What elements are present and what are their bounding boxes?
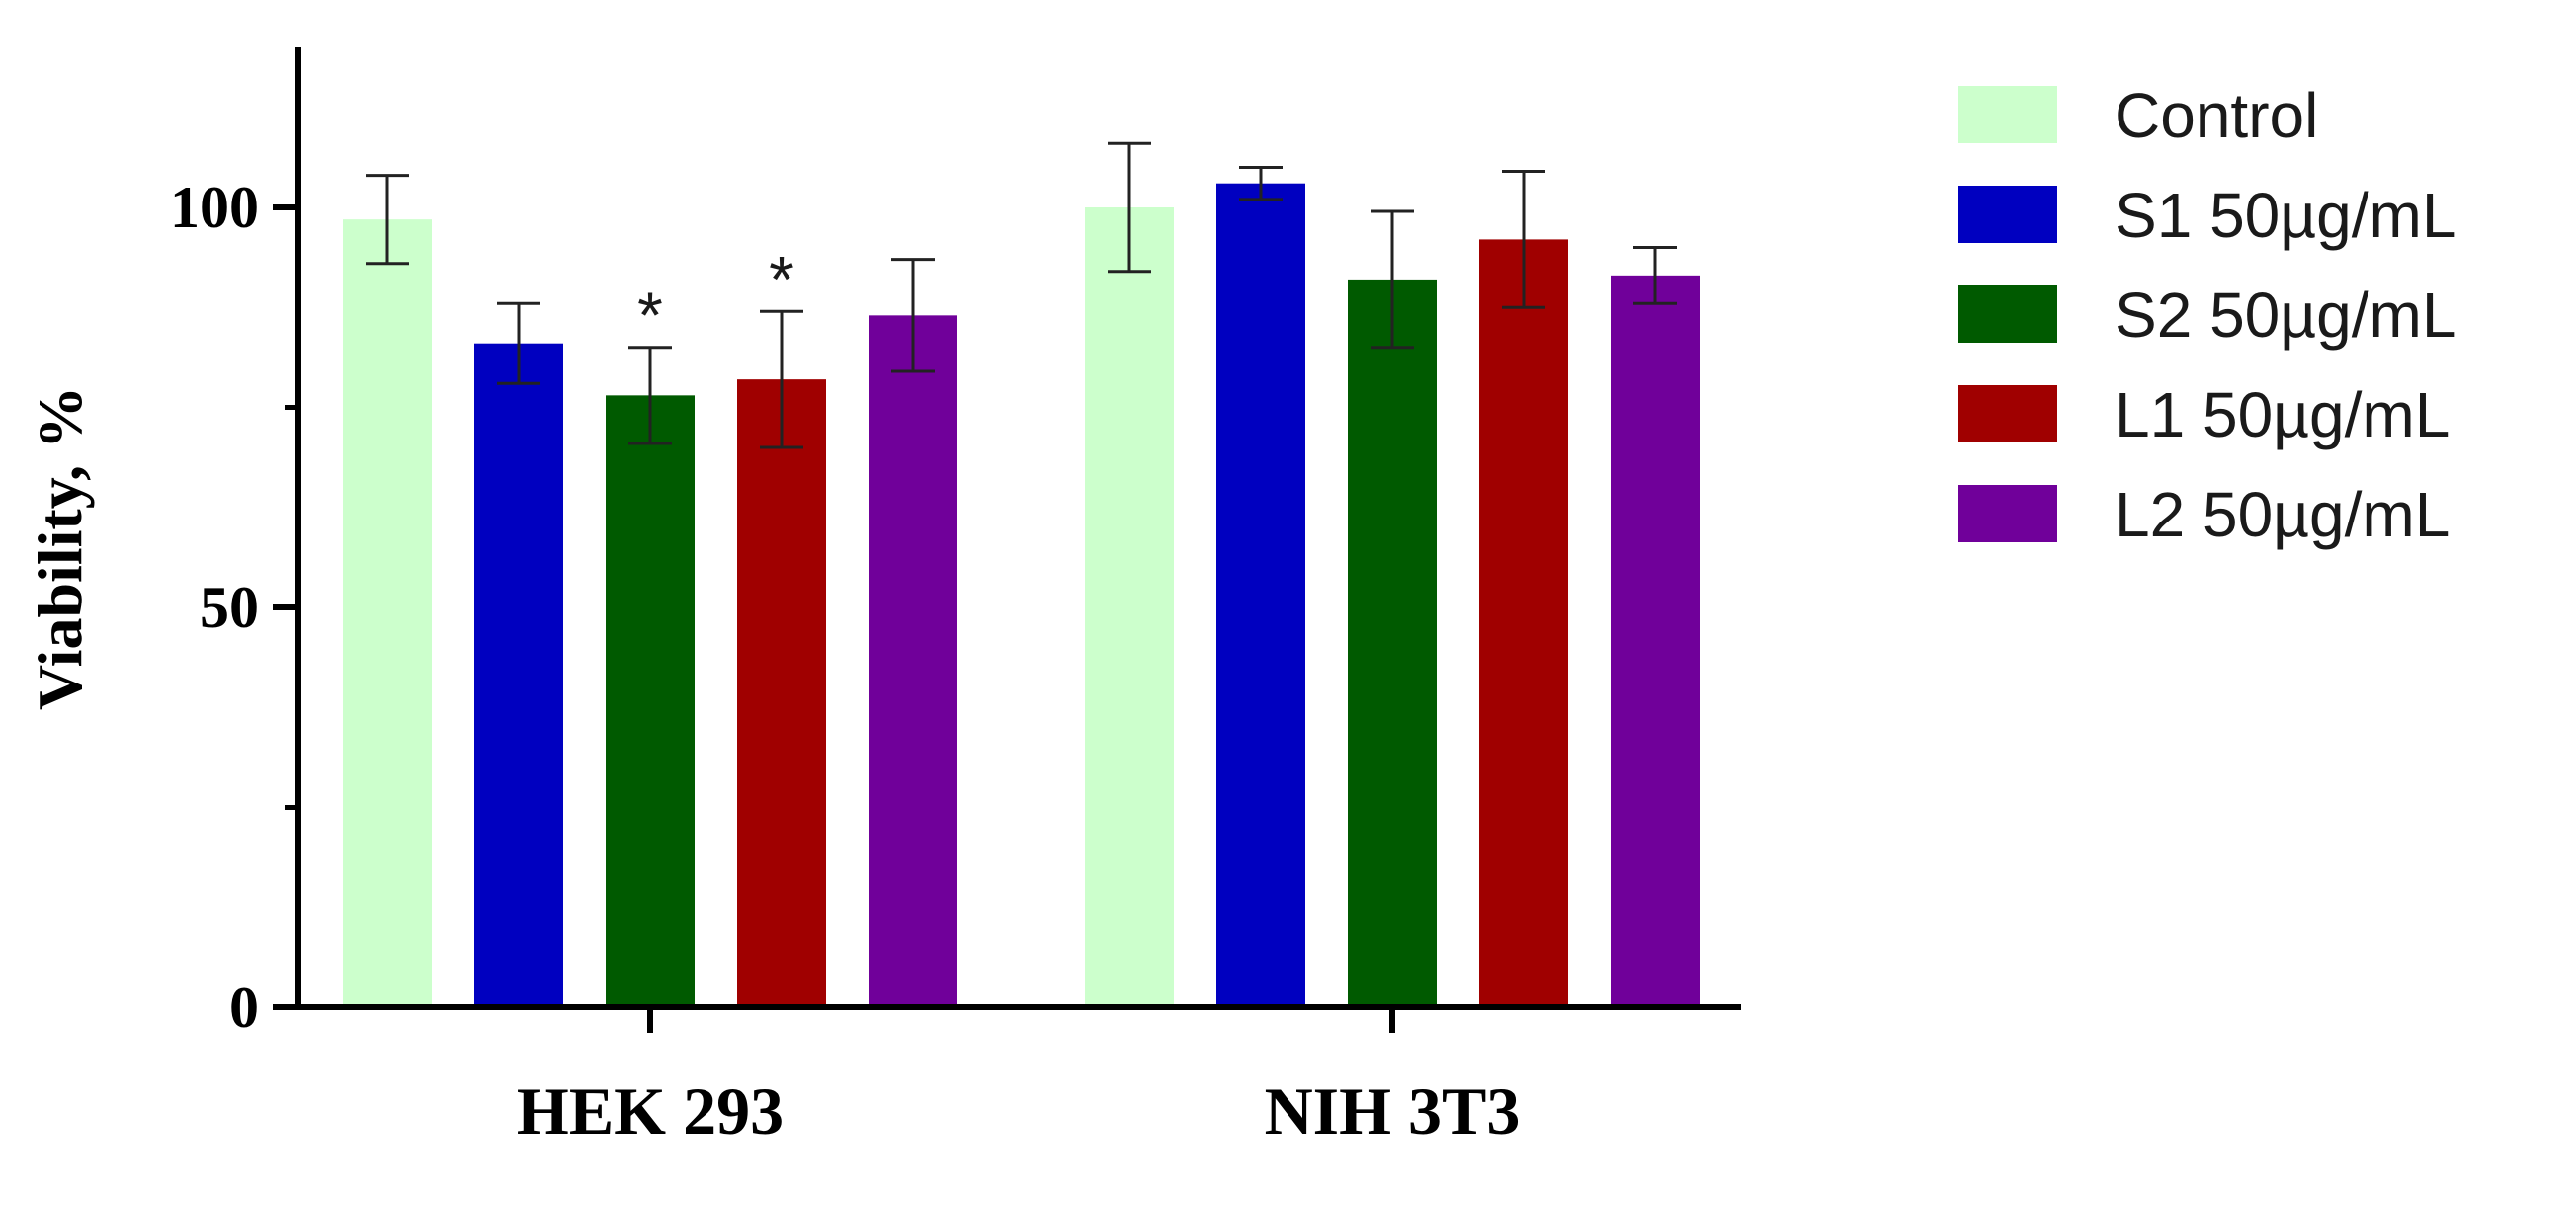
- error-bar: [366, 174, 409, 266]
- bar: [1216, 183, 1305, 1007]
- legend: Control S1 50µg/mL S2 50µg/mL L1 50µg/mL L2 …: [1958, 80, 2456, 550]
- significance-marker: *: [769, 242, 794, 315]
- legend-label: L1 50µg/mL: [2115, 379, 2450, 450]
- error-bar: [1502, 170, 1545, 309]
- error-bars-layer: [366, 141, 1677, 449]
- error-bar: [760, 309, 803, 449]
- legend-swatch: [1958, 485, 2057, 542]
- bar: [1611, 275, 1700, 1008]
- legend-item: S2 50µg/mL: [1958, 280, 2456, 351]
- bar: [343, 219, 432, 1007]
- legend-label: S2 50µg/mL: [2115, 280, 2456, 351]
- error-bar: [891, 258, 935, 373]
- legend-item: L1 50µg/mL: [1958, 379, 2450, 450]
- error-bar: [1371, 209, 1414, 350]
- legend-item: S1 50µg/mL: [1958, 180, 2456, 251]
- error-bar: [1239, 166, 1283, 201]
- legend-swatch: [1958, 86, 2057, 143]
- legend-label: Control: [2115, 80, 2318, 151]
- bar: [869, 315, 957, 1008]
- bar: [1348, 279, 1437, 1007]
- annotations-layer: * *: [637, 242, 794, 351]
- y-tick-label: 0: [229, 975, 259, 1040]
- bar: [737, 379, 826, 1007]
- error-bar: [628, 346, 672, 445]
- x-ticks: HEK 293 NIH 3T3: [517, 1007, 1520, 1149]
- error-bar: [497, 301, 540, 385]
- legend-label: L2 50µg/mL: [2115, 479, 2450, 550]
- significance-marker: *: [637, 279, 663, 352]
- legend-swatch: [1958, 186, 2057, 243]
- bar: [1085, 207, 1174, 1007]
- error-bar: [1633, 246, 1677, 305]
- y-axis-label: Viability, %: [25, 386, 95, 710]
- bar: [606, 395, 695, 1008]
- legend-item: Control: [1958, 80, 2318, 151]
- legend-swatch: [1958, 285, 2057, 343]
- x-tick-label: HEK 293: [517, 1074, 784, 1149]
- x-tick-label: NIH 3T3: [1265, 1074, 1521, 1149]
- y-ticks: 0 50 100: [170, 175, 298, 1040]
- bar: [1479, 239, 1568, 1007]
- legend-swatch: [1958, 385, 2057, 442]
- bars-layer: [343, 183, 1700, 1008]
- bar: [474, 343, 563, 1007]
- legend-label: S1 50µg/mL: [2115, 180, 2456, 251]
- legend-item: L2 50µg/mL: [1958, 479, 2450, 550]
- y-tick-label: 50: [200, 575, 259, 640]
- error-bar: [1108, 141, 1151, 274]
- y-tick-label: 100: [170, 175, 259, 240]
